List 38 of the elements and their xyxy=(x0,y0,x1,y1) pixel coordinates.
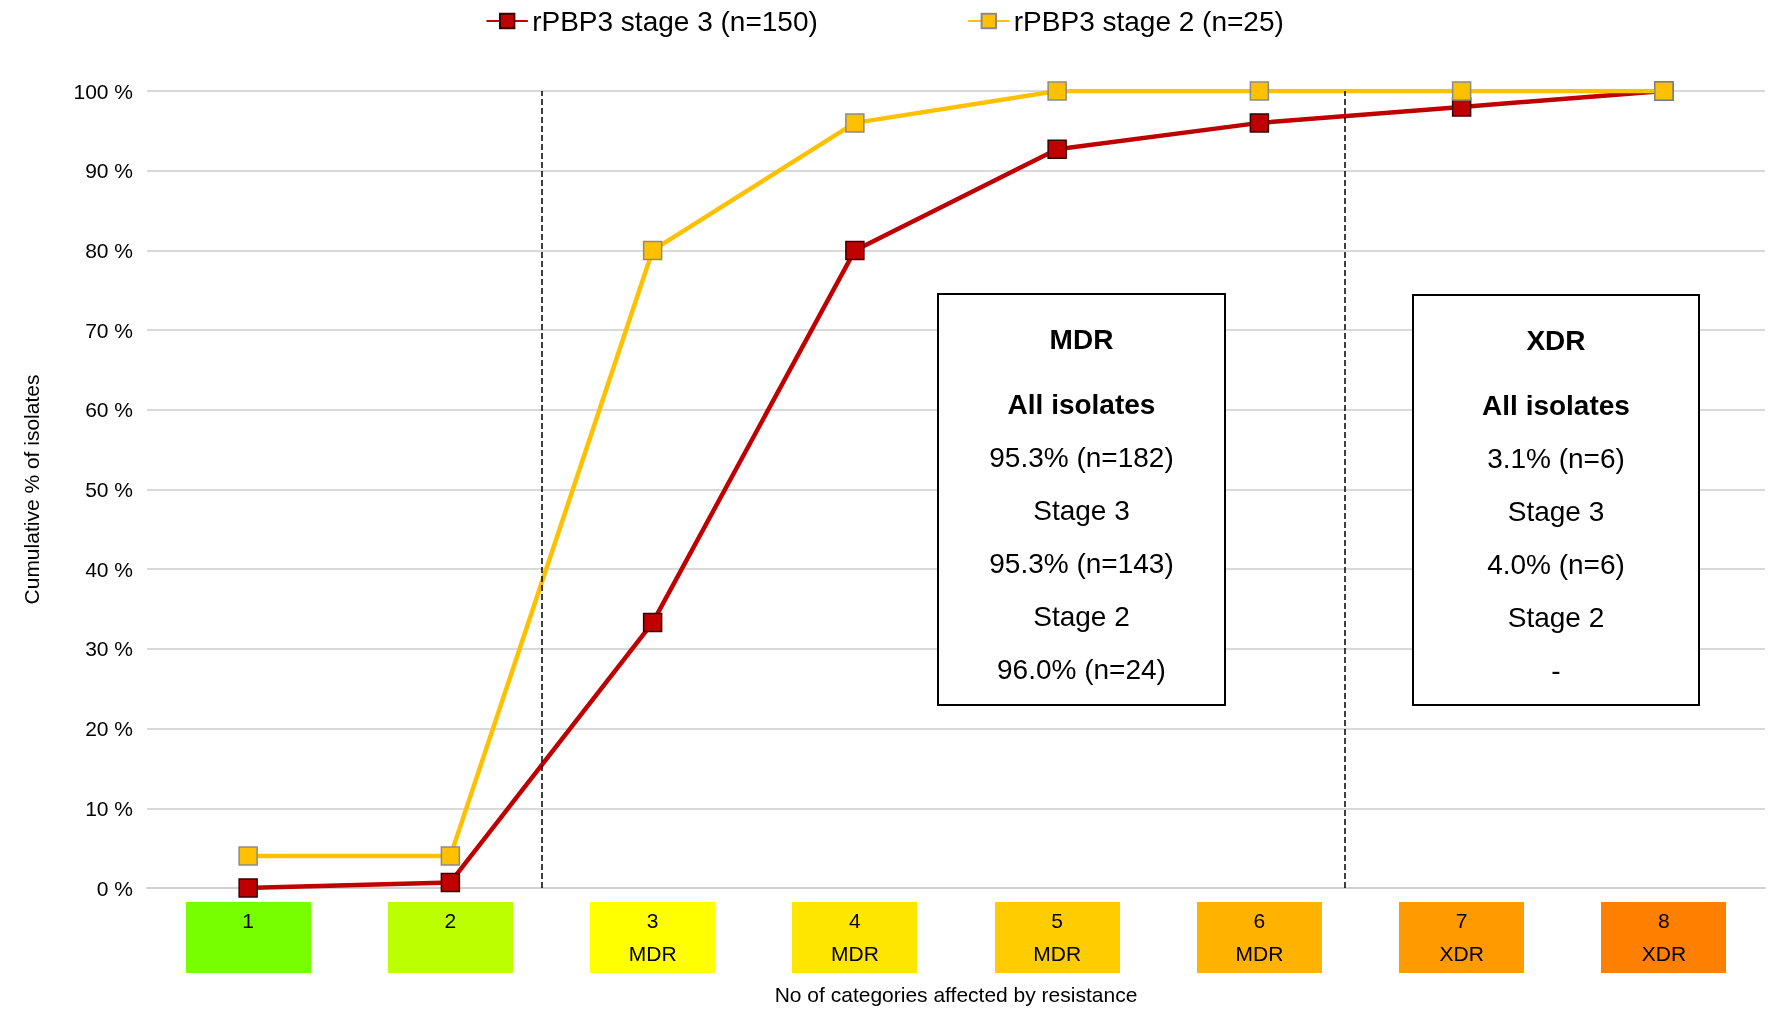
x-tick-label: 8 XDR xyxy=(1641,909,1687,965)
y-tick-label: 0 % xyxy=(96,876,133,900)
point xyxy=(1451,81,1472,101)
point xyxy=(845,240,865,261)
point xyxy=(440,872,461,893)
y-tick-label: 10 % xyxy=(85,796,133,820)
point xyxy=(642,612,663,633)
x-tick-label: 5 MDR xyxy=(1033,909,1082,965)
point xyxy=(238,846,258,866)
x-tick-label: 6 MDR xyxy=(1235,909,1284,965)
x-tick-label: 4 MDR xyxy=(830,909,879,965)
y-tick-label: 70 % xyxy=(85,318,133,342)
y-tick-label: 50 % xyxy=(85,478,133,501)
note-box: XDR All isolates 3.1% (n=6) Stage 3 4.0% (n=6) Stage 2 - xyxy=(1412,294,1700,706)
point xyxy=(1249,81,1270,101)
point xyxy=(1047,139,1067,159)
y-tick-label: 40 % xyxy=(85,557,133,581)
point xyxy=(642,240,663,261)
point xyxy=(1047,81,1067,101)
x-tick-label: 7 XDR xyxy=(1439,909,1484,965)
point xyxy=(440,846,461,866)
y-axis-title: Cumulative % of isolates xyxy=(20,374,43,605)
note-box: MDR All isolates 95.3% (n=182) Stage 3 95.3% (n=143) Stage 2 96.0% (n=24) xyxy=(937,293,1226,706)
y-tick-label: 30 % xyxy=(85,637,133,661)
x-tick-label: 3 MDR xyxy=(628,909,677,965)
point xyxy=(238,878,258,898)
legend-label: rPBP3 stage 3 (n=150) xyxy=(532,5,818,37)
y-tick-label: 20 % xyxy=(85,717,133,741)
x-tick-label: 2 xyxy=(444,909,457,932)
legend-label: rPBP3 stage 2 (n=25) xyxy=(1013,5,1284,37)
y-tick-label: 60 % xyxy=(85,398,133,422)
x-tick-label: 1 xyxy=(242,909,254,932)
y-tick-label: 90 % xyxy=(85,159,133,183)
point xyxy=(845,113,865,133)
point xyxy=(1249,113,1270,133)
y-tick-label: 80 % xyxy=(85,238,133,262)
y-tick-label: 100 % xyxy=(73,79,133,103)
x-axis-title: No of categories affected by resistance xyxy=(774,983,1138,1006)
